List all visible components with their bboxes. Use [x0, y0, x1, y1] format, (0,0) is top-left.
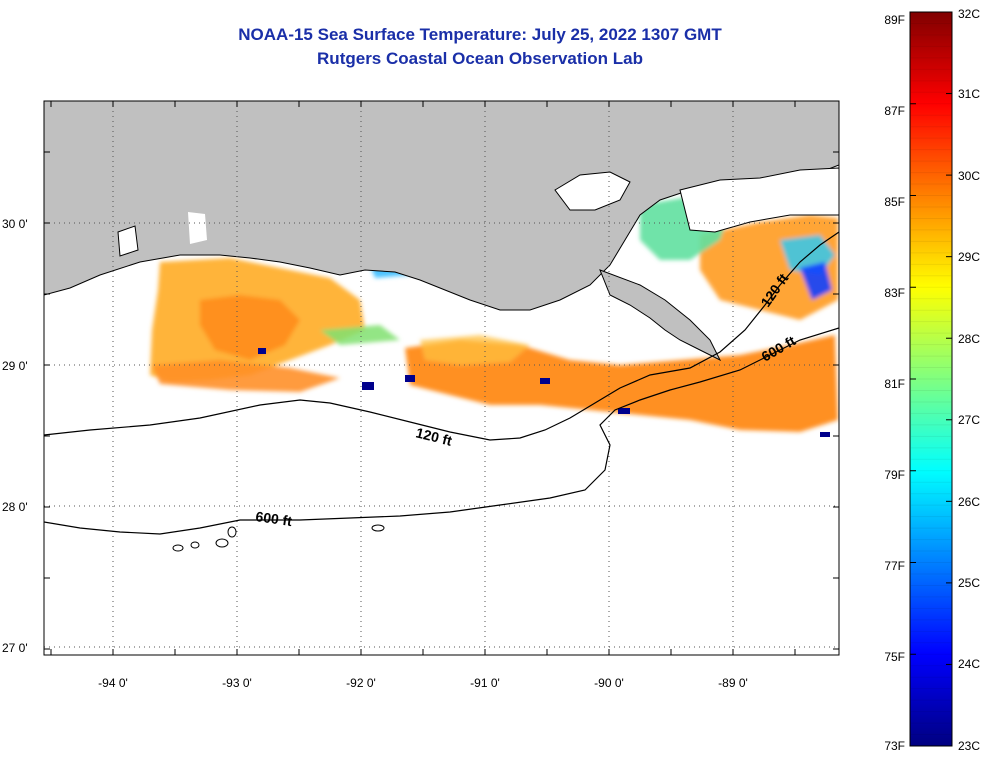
colorbar-c-label: 23C	[958, 739, 980, 753]
colorbar-c-label: 24C	[958, 657, 980, 671]
lat-label: 29 0'	[2, 359, 28, 373]
lat-label: 28 0'	[2, 500, 28, 514]
sst-patch-central-shelf	[405, 335, 838, 432]
axis-ticks	[44, 101, 839, 655]
lat-axis-labels: 30 0' 29 0' 28 0' 27 0'	[2, 217, 28, 655]
sst-patch-sound-blue	[800, 262, 832, 300]
lon-label: -93 0'	[222, 676, 252, 690]
lon-label: -90 0'	[594, 676, 624, 690]
colorbar-c-label: 31C	[958, 87, 980, 101]
lat-label: 27 0'	[2, 641, 28, 655]
map-frame	[43, 100, 840, 656]
isobath-600ft-islands	[172, 524, 385, 552]
lon-label: -89 0'	[718, 676, 748, 690]
colorbar-bands	[911, 22, 951, 736]
colorbar-c-label: 28C	[958, 332, 980, 346]
sst-patch-central-shelf-light	[420, 335, 530, 365]
sst-patch-green-mid	[320, 325, 400, 345]
colorbar-f-label: 87F	[884, 104, 905, 118]
lake-small-mid	[188, 212, 207, 244]
lon-axis-labels: -94 0' -93 0' -92 0' -91 0' -90 0' -89 0…	[98, 676, 748, 690]
sound-water	[679, 167, 839, 233]
colorbar-f-label: 81F	[884, 377, 905, 391]
map-subtitle: Rutgers Coastal Ocean Observation Lab	[317, 49, 643, 68]
sst-patch-west-shelf-core	[200, 295, 300, 360]
colorbar-c-labels: 32C 31C 30C 29C 28C 27C 26C 25C 24C 23C	[958, 7, 980, 753]
colorbar-c-label: 27C	[958, 413, 980, 427]
lon-label: -94 0'	[98, 676, 128, 690]
colorbar-ticks	[910, 11, 952, 747]
lake-pontchartrain	[554, 171, 631, 211]
colorbar-f-label: 79F	[884, 468, 905, 482]
lake-small-west	[117, 225, 139, 257]
colorbar-c-label: 26C	[958, 495, 980, 509]
colorbar-f-label: 85F	[884, 195, 905, 209]
colorbar-c-label: 29C	[958, 250, 980, 264]
colorbar-f-label: 83F	[884, 286, 905, 300]
lat-label: 30 0'	[2, 217, 28, 231]
sst-patch-west-shelf-south	[152, 360, 340, 392]
colorbar-f-label: 77F	[884, 559, 905, 573]
lon-label: -92 0'	[346, 676, 376, 690]
colorbar-f-label: 75F	[884, 650, 905, 664]
colorbar-f-labels: 89F 87F 85F 83F 81F 79F 77F 75F 73F	[884, 13, 905, 753]
isobath-600ft	[44, 327, 839, 535]
colorbar	[909, 11, 953, 747]
isobath-120ft	[44, 231, 839, 441]
colorbar-c-label: 32C	[958, 7, 980, 21]
mississippi-delta	[599, 269, 722, 362]
colorbar-c-label: 25C	[958, 576, 980, 590]
colorbar-f-label: 73F	[884, 739, 905, 753]
colorbar-f-label: 89F	[884, 13, 905, 27]
contour-label-600ft-west: 600 ft	[255, 508, 294, 529]
colorbar-c-label: 30C	[958, 169, 980, 183]
map-title: NOAA-15 Sea Surface Temperature: July 25…	[238, 25, 722, 44]
lon-label: -91 0'	[470, 676, 500, 690]
